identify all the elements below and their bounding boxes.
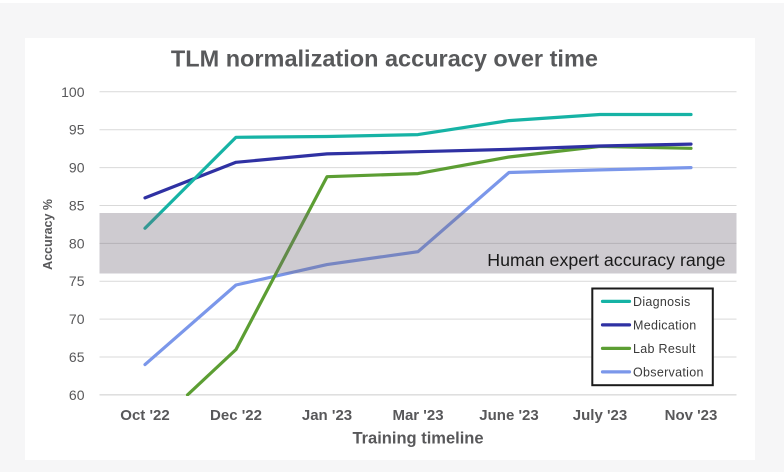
svg-text:80: 80: [69, 235, 85, 251]
svg-text:Nov '23: Nov '23: [665, 407, 718, 424]
svg-text:Jan '23: Jan '23: [302, 407, 352, 424]
svg-text:85: 85: [69, 198, 85, 214]
svg-text:65: 65: [69, 349, 85, 365]
svg-text:60: 60: [69, 387, 85, 403]
svg-text:Diagnosis: Diagnosis: [633, 295, 691, 309]
svg-text:95: 95: [69, 122, 85, 138]
svg-text:Lab Result: Lab Result: [633, 342, 696, 356]
svg-text:Oct '22: Oct '22: [120, 407, 169, 424]
svg-text:Medication: Medication: [633, 318, 696, 332]
svg-text:Observation: Observation: [633, 365, 704, 379]
svg-text:Training timeline: Training timeline: [352, 430, 483, 448]
svg-text:Accuracy %: Accuracy %: [41, 199, 55, 270]
svg-text:70: 70: [69, 311, 85, 327]
svg-text:90: 90: [69, 160, 85, 176]
svg-text:Dec '22: Dec '22: [210, 407, 262, 424]
svg-text:100: 100: [61, 84, 85, 100]
svg-text:Mar '23: Mar '23: [392, 407, 443, 424]
svg-text:75: 75: [69, 273, 85, 289]
svg-text:June '23: June '23: [479, 407, 538, 424]
svg-text:Human expert accuracy range: Human expert accuracy range: [487, 250, 725, 270]
svg-text:TLM normalization accuracy ove: TLM normalization accuracy over time: [171, 46, 598, 72]
svg-text:July '23: July '23: [573, 407, 627, 424]
